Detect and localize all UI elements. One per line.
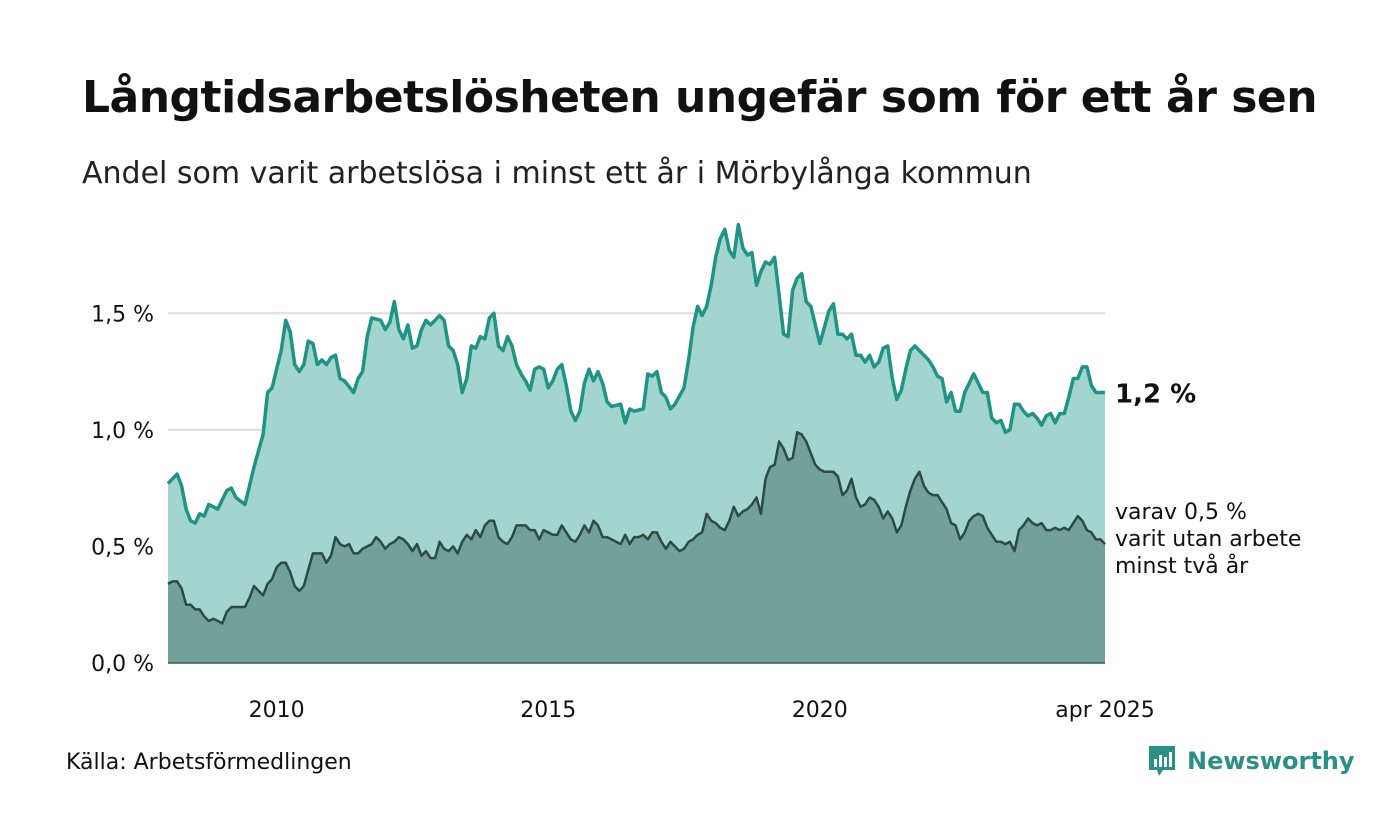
- sub-series-line: [167, 430, 1106, 625]
- sub-series-end-label: varit utan arbete: [1115, 527, 1301, 552]
- y-tick-label: 1,5 %: [91, 302, 154, 327]
- x-tick-label: 2020: [792, 698, 848, 723]
- chart-subtitle: Andel som varit arbetslösa i minst ett å…: [82, 156, 1032, 191]
- sub-series-area: [168, 432, 1105, 663]
- y-tick-label: 1,0 %: [91, 419, 154, 444]
- y-tick-label: 0,5 %: [91, 535, 154, 560]
- chart-areas: [166, 222, 1106, 664]
- x-axis-tick-labels: 2010 2015 2020 apr 2025: [249, 698, 1155, 723]
- brand-name: Newsworthy: [1187, 747, 1355, 775]
- sub-series-end-label: minst två år: [1115, 553, 1249, 579]
- x-tick-label: apr 2025: [1055, 698, 1154, 723]
- newsworthy-bars-icon: [1149, 746, 1175, 776]
- y-tick-label: 0,0 %: [91, 652, 154, 677]
- main-series-line: [166, 222, 1105, 525]
- x-tick-label: 2015: [520, 698, 576, 723]
- source-note: Källa: Arbetsförmedlingen: [66, 750, 352, 775]
- chart-title: Långtidsarbetslösheten ungefär som för e…: [82, 72, 1318, 123]
- y-axis-tick-labels: 0,0 % 0,5 % 1,0 % 1,5 %: [91, 302, 154, 677]
- main-series-end-label: 1,2 %: [1115, 380, 1196, 410]
- x-tick-label: 2010: [249, 698, 305, 723]
- newsworthy-logo: Newsworthy: [1147, 744, 1355, 778]
- sub-series-end-label: varav 0,5 %: [1115, 500, 1247, 525]
